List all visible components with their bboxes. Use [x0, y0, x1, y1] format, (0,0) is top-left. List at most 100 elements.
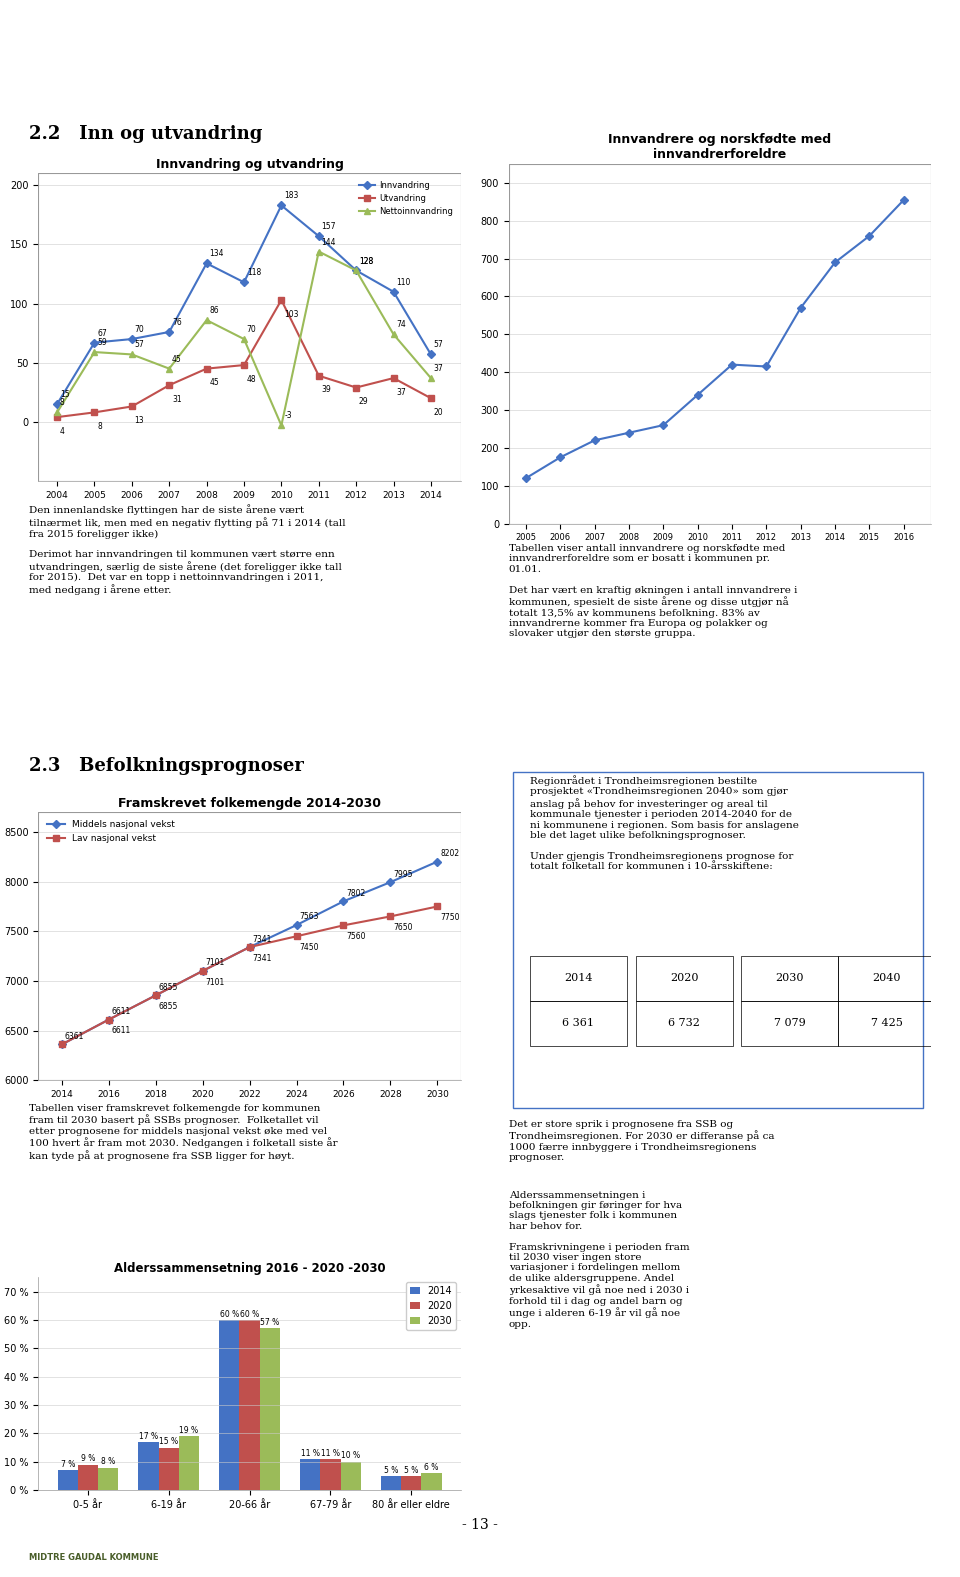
Innvandring — [313, 227, 324, 246]
Text: 37: 37 — [434, 364, 444, 374]
Text: - 13 -: - 13 - — [462, 1519, 498, 1531]
Text: 103: 103 — [284, 309, 299, 319]
Text: 29: 29 — [359, 397, 369, 407]
Text: 6855: 6855 — [158, 982, 178, 992]
Bar — [138, 1441, 158, 1490]
Text: 7563: 7563 — [300, 913, 319, 921]
Text: 2014: 2014 — [564, 973, 592, 982]
Utvandring — [163, 375, 175, 394]
Bar — [321, 1459, 341, 1490]
Bar — [239, 1320, 260, 1490]
Text: 183: 183 — [284, 191, 299, 200]
Text: 7750: 7750 — [440, 913, 460, 923]
Text: 2.2   Inn og utvandring: 2.2 Inn og utvandring — [29, 125, 262, 144]
Text: 11 %: 11 % — [300, 1449, 320, 1457]
Text: 8202: 8202 — [440, 848, 459, 858]
Text: Tabellen viser antall innvandrere og norskfødte med
innvandrerforeldre som er bo: Tabellen viser antall innvandrere og nor… — [509, 544, 797, 639]
Middels nasjonal vekst — [56, 1035, 67, 1053]
Text: 6 361: 6 361 — [563, 1019, 594, 1028]
Text: 8: 8 — [60, 399, 64, 407]
Middels nasjonal vekst — [150, 986, 161, 1005]
Text: 74: 74 — [396, 320, 406, 330]
Text: 20: 20 — [434, 408, 444, 416]
Nettoinnvandring — [88, 342, 100, 361]
Utvandring — [388, 369, 399, 388]
Text: 6855: 6855 — [158, 1003, 178, 1011]
Middels nasjonal vekst — [385, 872, 396, 891]
Text: 7 %: 7 % — [60, 1460, 75, 1470]
Lav nasjonal vekst — [56, 1035, 67, 1053]
Line: Innvandring: Innvandring — [55, 202, 434, 407]
Text: 8 %: 8 % — [101, 1457, 115, 1467]
Bar — [401, 1476, 421, 1490]
Innvandring — [388, 282, 399, 301]
Text: 128: 128 — [359, 257, 373, 265]
Text: 31: 31 — [172, 394, 181, 404]
Text: 7560: 7560 — [347, 932, 366, 941]
Nettoinnvandring — [126, 345, 137, 364]
Nettoinnvandring — [350, 260, 362, 281]
Text: 7341: 7341 — [252, 954, 272, 964]
Bar — [219, 1320, 239, 1490]
Text: 7341: 7341 — [252, 935, 272, 943]
Middels nasjonal vekst — [291, 916, 302, 935]
Text: 13: 13 — [134, 416, 144, 426]
Lav nasjonal vekst — [385, 907, 396, 926]
Middels nasjonal vekst — [197, 962, 208, 981]
Nettoinnvandring — [163, 360, 175, 378]
Middels nasjonal vekst — [432, 852, 444, 871]
Legend: Innvandring, Utvandring, Nettoinnvandring: Innvandring, Utvandring, Nettoinnvandrin… — [355, 178, 457, 219]
Lav nasjonal vekst — [103, 1011, 114, 1030]
Text: 19 %: 19 % — [180, 1426, 199, 1435]
Text: 134: 134 — [209, 249, 224, 259]
Bar — [509, 164, 931, 524]
Text: 45: 45 — [209, 378, 219, 388]
Text: 37: 37 — [396, 388, 406, 397]
Lav nasjonal vekst — [291, 927, 302, 946]
Text: 7101: 7101 — [205, 959, 225, 967]
Text: 5 %: 5 % — [404, 1465, 419, 1474]
Bar — [179, 1437, 199, 1490]
Text: 4: 4 — [60, 427, 64, 435]
Text: 57: 57 — [134, 341, 144, 350]
Text: 7995: 7995 — [394, 869, 413, 878]
Utvandring — [350, 378, 362, 397]
Text: 15: 15 — [60, 390, 69, 399]
Utvandring — [126, 397, 137, 416]
Text: 7802: 7802 — [347, 889, 366, 897]
Text: 2.3   Befolkningsprognoser: 2.3 Befolkningsprognoser — [29, 757, 303, 776]
Bar — [421, 1473, 442, 1490]
Bar — [341, 1462, 361, 1490]
Text: 7101: 7101 — [205, 978, 225, 987]
Bar — [300, 1459, 321, 1490]
Text: 9 %: 9 % — [81, 1454, 95, 1463]
Nettoinnvandring — [201, 311, 212, 330]
Innvandring — [201, 254, 212, 273]
Utvandring — [238, 356, 250, 375]
Lav nasjonal vekst — [244, 938, 255, 957]
Text: 57: 57 — [434, 341, 444, 350]
Text: 76: 76 — [172, 319, 181, 326]
Line: Utvandring: Utvandring — [55, 296, 434, 419]
Text: 48: 48 — [247, 375, 256, 383]
Text: 110: 110 — [396, 278, 411, 287]
Lav nasjonal vekst — [338, 916, 349, 935]
Bar — [98, 1468, 118, 1490]
Line: Nettoinnvandring: Nettoinnvandring — [55, 249, 434, 429]
Nettoinnvandring — [238, 330, 250, 349]
Bar — [158, 1448, 179, 1490]
Innvandring — [88, 333, 100, 352]
Text: Regionrådet i Trondheimsregionen bestilte
prosjektet «Trondheimsregionen 2040» s: Regionrådet i Trondheimsregionen bestilt… — [530, 776, 799, 872]
Text: 15 %: 15 % — [159, 1437, 179, 1446]
Innvandring — [276, 196, 287, 214]
Text: Utfordringsdokument 2017-2020: Utfordringsdokument 2017-2020 — [274, 33, 686, 54]
Text: 86: 86 — [209, 306, 219, 315]
Innvandring — [51, 394, 62, 413]
Lav nasjonal vekst — [432, 897, 444, 916]
Middels nasjonal vekst — [103, 1011, 114, 1030]
Innvandring — [126, 330, 137, 349]
Utvandring — [88, 404, 100, 423]
Bar — [38, 812, 461, 1080]
Innvandring — [350, 260, 362, 281]
Text: 60 %: 60 % — [240, 1309, 259, 1318]
